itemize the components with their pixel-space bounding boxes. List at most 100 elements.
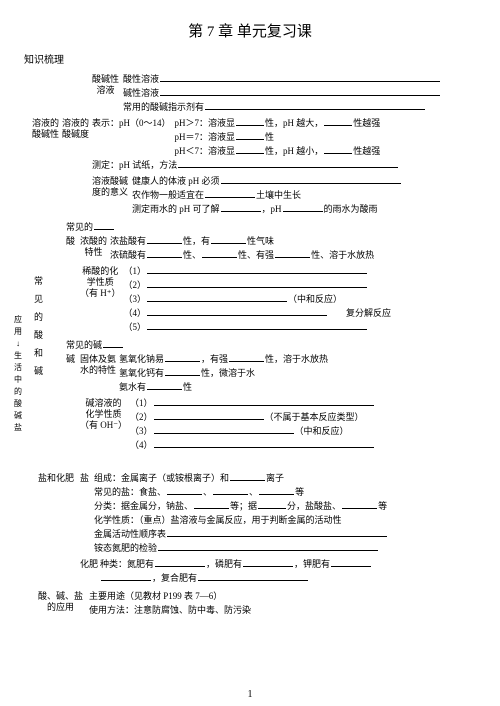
t: 固体及氨 <box>80 354 116 365</box>
t: 中 <box>14 374 22 386</box>
t: pH＞7：溶液显 <box>175 116 236 130</box>
t: ，磷肥有 <box>206 557 242 571</box>
row: 溶液的 酸碱性 溶液的 酸碱度 表示：pH（0～14） pH＞7：溶液显性，pH… <box>32 116 476 172</box>
t: 性，pH 越大， <box>265 116 323 130</box>
solid-label: 固体及氨 水的特性 <box>80 354 116 376</box>
t: （5） <box>124 320 147 334</box>
section-label: 知识梳理 <box>24 51 476 66</box>
t: （2） <box>124 278 147 292</box>
t: 应 <box>14 314 22 326</box>
t: 常见的碱 <box>66 338 102 352</box>
base-label: 碱 <box>66 352 80 366</box>
t: 溶液酸碱 <box>92 176 128 187</box>
t: 水的特性 <box>80 365 116 376</box>
t: ，pH <box>262 202 282 216</box>
t: 金属活动性顺序表 <box>94 527 166 541</box>
t: （有 H⁺） <box>80 288 121 299</box>
row: 常见的碱 <box>32 338 476 352</box>
row: 常见的 <box>32 220 476 234</box>
t: 的应用 <box>38 602 83 613</box>
t: 酸性溶液 <box>123 72 159 86</box>
basesol-label: 碱溶液的 化学性质 （有 OH⁻） <box>80 398 127 431</box>
t: ↓ <box>14 338 22 350</box>
t: 性越强 <box>353 116 380 130</box>
t: 酸、碱、盐 <box>38 591 83 602</box>
t: 主要用途（见教材 P199 表 7—6） <box>89 589 222 603</box>
acid-label: 酸 <box>66 234 80 248</box>
conc-label: 浓酸的 特性 <box>80 236 107 258</box>
t: 见 <box>34 290 43 308</box>
t: 酸碱性 <box>32 129 59 140</box>
t: 表示：pH（0～14） <box>92 116 171 130</box>
t: 用 <box>14 326 22 338</box>
t: （4） <box>130 438 153 452</box>
outline-content: 酸碱性 溶液 酸性溶液 碱性溶液 常用的酸碱指示剂有 溶液的 酸碱性 溶液的 酸… <box>32 72 476 617</box>
label-degree: 溶液的 酸碱度 <box>62 118 89 140</box>
t: 等 <box>378 499 387 513</box>
t: 稀酸的化 <box>80 266 121 277</box>
t: 溶液 <box>92 85 119 96</box>
t: 的 <box>14 386 22 398</box>
leftmost-vertical: 应 用 ↓ 生 活 中 的 酸 碱 盐 <box>14 314 22 434</box>
t: （2） <box>130 410 153 424</box>
t: 化学性质：（重点）盐溶液与金属反应，用于判断金属的活动性 <box>94 513 342 527</box>
t: （1） <box>124 264 147 278</box>
t: 性气味 <box>247 234 274 248</box>
row: 溶液酸碱 度的意义 健康人的体液 pH 必须 农作物一般适宜在土壤中生长 测定雨… <box>32 174 476 216</box>
t: 分类：据金属分，钠盐、 <box>94 499 193 513</box>
t: 分，盐酸盐、 <box>287 499 341 513</box>
label-solution: 溶液的 酸碱性 <box>32 118 59 140</box>
dilute-label: 稀酸的化 学性质 （有 H⁺） <box>80 266 121 299</box>
t: 复分解反应 <box>346 306 391 320</box>
salt-fert-big: 盐和化肥 <box>38 458 74 498</box>
t: 常 <box>34 272 43 290</box>
label-meaning: 溶液酸碱 度的意义 <box>92 176 128 198</box>
t: 盐和化肥 <box>38 458 74 498</box>
t: 生 <box>14 350 22 362</box>
t: （中和反应） <box>288 292 342 306</box>
fert-label: 化肥 <box>80 557 100 571</box>
row: 盐和化肥 盐 组成：金属离子（或铵根离子）和离子 常见的盐：食盐、、、等 分类：… <box>32 458 476 585</box>
label-acid-base: 酸碱性 溶液 <box>92 74 119 96</box>
t: 浓硫酸有 <box>110 248 146 262</box>
t: （3） <box>124 292 147 306</box>
t: 性、 <box>183 248 201 262</box>
t: ，复合肥有 <box>152 571 197 585</box>
page-number: 1 <box>248 689 253 700</box>
t: 土壤中生长 <box>256 188 301 202</box>
row: 酸碱性 溶液 酸性溶液 碱性溶液 常用的酸碱指示剂有 <box>32 72 476 114</box>
t: 活 <box>14 362 22 374</box>
t: 性，溶于水放热 <box>265 352 328 366</box>
t: 氨水有 <box>119 380 146 394</box>
t: （1） <box>130 396 153 410</box>
t: 度的意义 <box>92 187 128 198</box>
apply-label: 酸、碱、盐 的应用 <box>38 591 83 613</box>
t: 性、有强 <box>238 248 274 262</box>
t: 离子 <box>266 471 284 485</box>
t: pH＜7：溶液显 <box>175 144 236 158</box>
t: 碱 <box>14 410 22 422</box>
t: 浓盐酸有 <box>110 234 146 248</box>
t: 农作物一般适宜在 <box>132 188 204 202</box>
t: 铵态氮肥的检验 <box>94 541 157 555</box>
row: 酸、碱、盐 的应用 主要用途（见教材 P199 表 7—6） 使用方法：注意防腐… <box>32 589 476 617</box>
t: 性，pH 越小， <box>265 144 323 158</box>
row: 酸 浓酸的 特性 浓盐酸有性，有性气味 浓硫酸有性、性、有强性、溶于水放热 稀酸… <box>32 234 476 334</box>
t: 学性质 <box>80 277 121 288</box>
t: 酸碱度 <box>62 129 89 140</box>
t: 化学性质 <box>80 409 127 420</box>
t: pH＝7：溶液显 <box>175 130 236 144</box>
t: 溶液的 <box>62 118 89 129</box>
t: 性 <box>265 130 274 144</box>
t: 浓酸的 <box>80 236 107 247</box>
t: （3） <box>130 424 153 438</box>
t: 等；据 <box>230 499 257 513</box>
t: 盐 <box>14 422 22 434</box>
salt-label: 盐 <box>80 471 94 485</box>
t: ，钾肥有 <box>294 557 330 571</box>
t: 健康人的体液 pH 必须 <box>132 174 220 188</box>
t: 性，微溶于水 <box>201 366 255 380</box>
t: 使用方法：注意防腐蚀、防中毒、防污染 <box>89 603 251 617</box>
t: 性，有 <box>183 234 210 248</box>
t: 酸碱性 <box>92 74 119 85</box>
